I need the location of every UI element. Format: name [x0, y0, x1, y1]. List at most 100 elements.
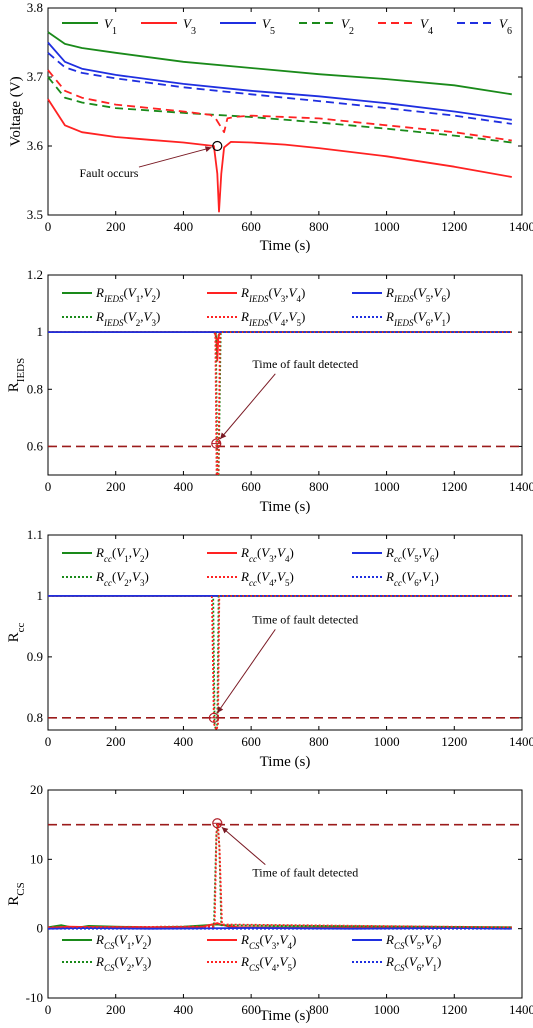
chart-panel-2: 0 200 400 600 800 1000 1200 1400 0.6 0.8 1 1.2 Time …	[6, 267, 533, 515]
legend-entry: RIEDS(V6,V1)	[385, 309, 450, 328]
x-tick-label: 400	[174, 219, 194, 234]
legend: RIEDS(V1,V2) RIEDS(V3,V4) RIEDS(V5,V6) RIED…	[62, 285, 450, 328]
plot-area	[47, 534, 523, 731]
y-tick-label: 0.8	[27, 710, 43, 725]
legend-entry: RIEDS(V4,V5)	[240, 309, 305, 328]
chart-panel-1: 0 200 400 600 800 1000 1200 1400 3.5 3.6 3.7 3.8 Tim…	[8, 0, 533, 254]
x-axis-label: Time (s)	[260, 1008, 311, 1024]
y-axis-label: RCS	[6, 882, 27, 905]
x-tick-label: 800	[309, 479, 329, 494]
legend-entry: V6	[499, 16, 512, 37]
x-tick-label: 600	[241, 479, 261, 494]
y-tick-label: 3.5	[27, 207, 43, 222]
x-tick-label: 0	[45, 734, 52, 749]
fault-marker	[212, 140, 223, 152]
legend-entry: RIEDS(V3,V4)	[240, 285, 305, 304]
chart-panel-3: 0 200 400 600 800 1000 1200 1400 0.8 0.9 1 1.1 Time …	[6, 527, 533, 770]
x-tick-label: 200	[106, 479, 126, 494]
x-tick-label: 200	[106, 219, 126, 234]
x-tick-label: 400	[174, 1002, 194, 1017]
series-line-4	[47, 76, 512, 144]
series-line-5	[48, 595, 512, 731]
y-tick-label: 0.6	[27, 438, 44, 453]
y-tick-label: 3.6	[27, 138, 44, 153]
annotation-text: Fault occurs	[79, 166, 138, 180]
x-tick-label: 600	[241, 219, 261, 234]
x-axis-label: Time (s)	[260, 499, 311, 515]
legend-entry: Rcc(V3,V4)	[240, 545, 294, 564]
legend-entry: RCS(V5,V6)	[385, 932, 441, 951]
annotation-text: Time of fault detected	[252, 612, 358, 626]
x-tick-label: 800	[309, 734, 329, 749]
y-tick-label: 1	[37, 588, 44, 603]
series-line-1	[47, 31, 512, 96]
legend-entry: Rcc(V6,V1)	[385, 569, 439, 588]
annotation-arrow	[216, 629, 276, 714]
legend-entry: RIEDS(V5,V6)	[385, 285, 450, 304]
annotation-arrow	[138, 147, 212, 168]
x-tick-label: 1200	[441, 479, 467, 494]
legend-entry: RCS(V1,V2)	[95, 932, 151, 951]
legend-entry: RCS(V2,V3)	[95, 954, 151, 973]
annotation-arrowhead	[204, 146, 212, 153]
y-tick-label: 0	[37, 921, 44, 936]
annotation-arrow	[221, 826, 266, 866]
x-tick-label: 200	[106, 734, 126, 749]
x-tick-label: 1000	[374, 219, 400, 234]
legend-entry: Rcc(V4,V5)	[240, 569, 294, 588]
y-tick-label: 3.7	[27, 69, 44, 84]
series-line-1	[48, 331, 512, 348]
x-tick-label: 1000	[374, 1002, 400, 1017]
legend-entry: V3	[183, 16, 196, 37]
legend-entry: Rcc(V2,V3)	[95, 569, 149, 588]
x-tick-label: 600	[241, 734, 261, 749]
legend-entry: V2	[341, 16, 354, 37]
x-tick-label: 1200	[441, 219, 467, 234]
x-tick-label: 1400	[509, 734, 533, 749]
annotation-text: Time of fault detected	[252, 357, 358, 371]
annotation-arrowhead	[221, 827, 229, 834]
x-tick-label: 1000	[374, 734, 400, 749]
y-tick-label: 0.9	[27, 649, 43, 664]
legend-entry: V1	[104, 16, 117, 37]
x-tick-label: 0	[45, 219, 52, 234]
y-tick-label: 1	[37, 324, 44, 339]
legend-entry: RIEDS(V2,V3)	[95, 309, 160, 328]
annotation-arrow	[219, 373, 276, 440]
x-tick-label: 1200	[441, 734, 467, 749]
y-tick-label: 1.2	[27, 267, 43, 282]
legend-entry: RCS(V4,V5)	[240, 954, 296, 973]
y-tick-label: 1.1	[27, 527, 43, 542]
legend-entry: V4	[420, 16, 433, 37]
plot-area	[47, 789, 523, 999]
legend: RCS(V1,V2) RCS(V3,V4) RCS(V5,V6) RCS(V2,V3)…	[62, 932, 441, 973]
x-tick-label: 0	[45, 1002, 52, 1017]
y-axis-label: Rcc	[6, 622, 27, 642]
y-tick-label: -10	[26, 990, 43, 1005]
series-line-4	[48, 331, 512, 476]
x-axis-label: Time (s)	[260, 754, 311, 770]
x-tick-label: 800	[309, 219, 329, 234]
y-axis-label: RIEDS	[6, 358, 27, 392]
legend-entry: RIEDS(V1,V2)	[95, 285, 160, 304]
y-tick-label: 10	[30, 851, 43, 866]
x-tick-label: 1400	[509, 1002, 533, 1017]
plot-area	[47, 7, 523, 216]
x-tick-label: 1400	[509, 479, 533, 494]
series-line-5	[47, 69, 512, 142]
series-line-6	[47, 52, 512, 125]
legend: V1 V3 V5 V2 V4 V6	[62, 16, 512, 37]
x-tick-label: 1000	[374, 479, 400, 494]
x-tick-label: 400	[174, 734, 194, 749]
legend-entry: Rcc(V1,V2)	[95, 545, 149, 564]
legend-entry: Rcc(V5,V6)	[385, 545, 439, 564]
legend-entry: RCS(V3,V4)	[240, 932, 296, 951]
x-tick-label: 400	[174, 479, 194, 494]
legend: Rcc(V1,V2) Rcc(V3,V4) Rcc(V5,V6) Rcc(V2,V3)…	[62, 545, 439, 588]
x-tick-label: 1200	[441, 1002, 467, 1017]
x-axis-label: Time (s)	[260, 238, 311, 254]
annotation-arrowhead	[220, 432, 227, 439]
series-line-3	[47, 41, 512, 121]
